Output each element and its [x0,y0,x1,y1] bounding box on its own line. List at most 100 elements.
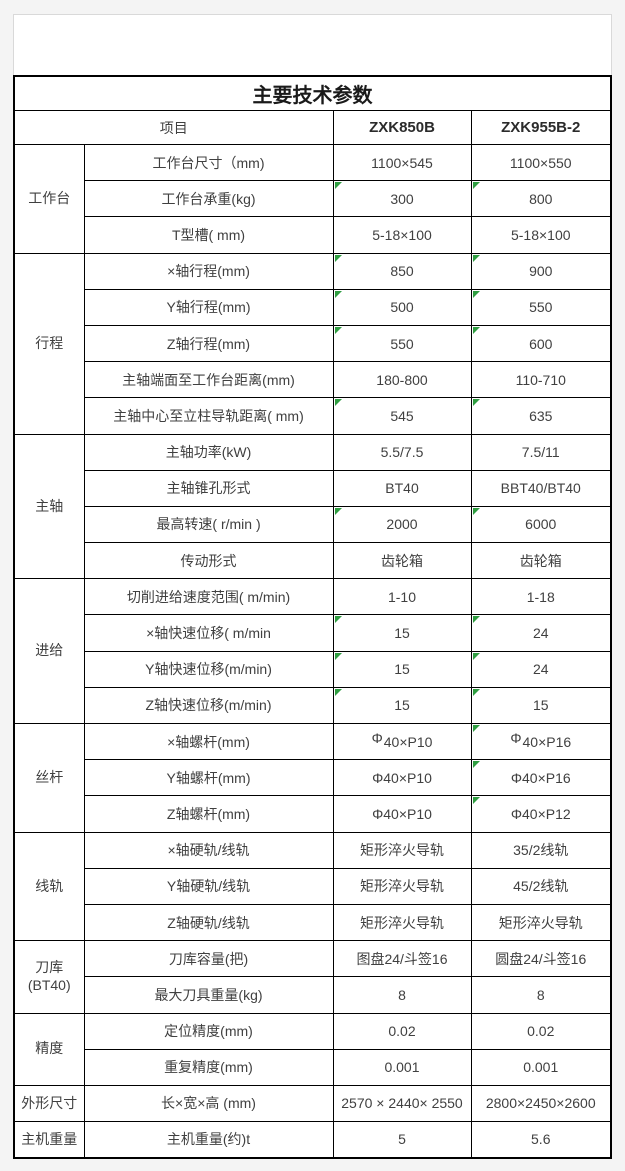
value-cell-zxk850b: 矩形淬火导轨 [332,831,472,869]
table-header-row: 项目 ZXK850B ZXK955B-2 [13,110,612,145]
table-row: 刀库 (BT40) 刀库容量(把) 图盘24/斗签16 圆盘24/斗签16 [13,940,612,1014]
value-cell-zxk850b: 545 [332,397,472,435]
comment-triangle-icon [334,616,342,624]
value-cell-zxk850b: 5.5/7.5 [332,433,472,471]
table-title: 主要技术参数 [13,75,612,111]
value-cell-zxk955b2: Φ40×P12 [470,795,612,833]
table-row: 工作台承重(kg) 300 800 [14,180,612,218]
table-row: 主轴中心至立柱导轨距离( mm) 545 635 [14,397,612,435]
value-cell-zxk850b: 5 [332,1121,472,1159]
table-row: Y轴快速位移(m/min) 15 24 [14,650,612,688]
param-label-cell: ×轴行程(mm) [83,252,334,290]
value-cell-zxk850b: 2570 × 2440× 2550 [332,1084,472,1123]
param-label-cell: 切削进给速度范围( m/min) [83,578,334,616]
table-row: 主轴端面至工作台距离(mm) 180-800 110-710 [14,361,612,399]
table-row: Z轴行程(mm) 550 600 [14,324,612,363]
value-cell-zxk850b: 1-10 [332,578,472,616]
value-cell-zxk955b2: 齿轮箱 [470,542,612,580]
group-cell: 刀库 (BT40) [13,940,85,1014]
param-label-cell: 主轴功率(kW) [83,433,334,471]
value-cell-zxk955b2: Φ40×P16 [470,759,612,797]
value-cell-zxk955b2: 6000 [470,505,612,544]
table-row: 丝杆 ×轴螺杆(mm) Φ40×P10 Φ40×P16 [13,722,612,833]
value-cell-zxk850b: BT40 [332,469,472,507]
value-cell-zxk955b2: 2800×2450×2600 [470,1084,612,1123]
value-cell-zxk955b2: 600 [470,324,612,363]
value-cell-zxk850b: 齿轮箱 [332,542,472,580]
header-item-label: 项目 [13,110,334,145]
value-cell-zxk955b2: BBT40/BT40 [470,469,612,507]
param-label-cell: 最高转速( r/min ) [83,505,334,544]
value-cell-zxk850b: Φ40×P10 [332,759,472,797]
comment-triangle-icon [334,688,342,696]
value-cell-zxk850b: 15 [332,614,472,652]
value-cell-zxk955b2: 7.5/11 [470,433,612,471]
value-cell-zxk850b: 5-18×100 [332,216,472,254]
value-cell-zxk850b: 550 [332,324,472,363]
table-row: T型槽( mm) 5-18×100 5-18×100 [14,216,612,254]
value-cell-zxk955b2: 900 [470,252,612,290]
comment-triangle-icon [334,254,342,262]
param-label-cell: 最大刀具重量(kg) [83,976,334,1014]
param-label-cell: 刀库容量(把) [83,940,334,978]
header-model-zxk850b: ZXK850B [332,110,472,145]
param-label-cell: 主轴端面至工作台距离(mm) [83,361,334,399]
value-cell-zxk955b2: 35/2线轨 [470,831,612,869]
comment-triangle-icon [472,616,480,624]
value-cell-zxk955b2: 24 [470,614,612,652]
value-cell-zxk955b2: 45/2线轨 [470,867,612,905]
value-cell-zxk850b: 0.02 [332,1012,472,1050]
param-label-cell: Z轴螺杆(mm) [83,795,334,833]
table-title-row: 主要技术参数 [13,75,612,111]
table-row: 外形尺寸 长×宽×高 (mm) 2570 × 2440× 2550 2800×2450… [13,1084,612,1123]
table-row: 精度 定位精度(mm) 0.02 0.02 [13,1012,612,1086]
value-cell-zxk955b2: 5.6 [470,1121,612,1159]
value-cell-zxk850b: 2000 [332,505,472,544]
table-row: 工作台 工作台尺寸（mm) 1100×545 1100×550 [13,143,612,254]
comment-triangle-icon [472,326,480,334]
value-cell-zxk955b2: 1-18 [470,578,612,616]
group-cell: 行程 [13,252,85,435]
value-cell-zxk850b: 图盘24/斗签16 [332,940,472,978]
group-cell: 丝杆 [13,723,85,833]
param-label-cell: 传动形式 [83,542,334,580]
table-row: 主轴 主轴功率(kW) 5.5/7.5 7.5/11 [13,433,612,580]
comment-triangle-icon [472,761,480,769]
comment-triangle-icon [472,399,480,407]
param-label-cell: 主机重量(约)t [83,1121,334,1159]
content-panel: 主要技术参数 项目 ZXK850B ZXK955B-2 工作台 工作台尺寸（mm)… [13,14,612,1159]
comment-triangle-icon [472,797,480,805]
comment-triangle-icon [334,399,342,407]
value-cell-zxk955b2: 圆盘24/斗签16 [470,940,612,978]
comment-triangle-icon [472,725,480,732]
group-cell: 主机重量 [13,1121,85,1159]
comment-triangle-icon [472,290,480,298]
param-label-cell: 定位精度(mm) [83,1012,334,1050]
spec-table: 主要技术参数 项目 ZXK850B ZXK955B-2 工作台 工作台尺寸（mm)… [13,75,612,1159]
value-cell-zxk850b: 1100×545 [332,143,472,182]
table-row: 主轴锥孔形式 BT40 BBT40/BT40 [14,469,612,507]
comment-triangle-icon [334,290,342,298]
comment-triangle-icon [334,326,342,334]
param-label-cell: Z轴行程(mm) [83,324,334,363]
param-label-cell: 长×宽×高 (mm) [83,1084,334,1123]
value-cell-zxk850b: 15 [332,686,472,725]
value-cell-zxk955b2: 550 [470,288,612,326]
header-model-zxk955b2: ZXK955B-2 [470,110,612,145]
comment-triangle-icon [472,688,480,696]
comment-triangle-icon [472,507,480,515]
table-row: Z轴螺杆(mm) Φ40×P10 Φ40×P12 [14,795,612,833]
value-cell-zxk955b2: 24 [470,650,612,688]
param-label-cell: ×轴硬轨/线轨 [83,831,334,869]
value-cell-zxk955b2: 5-18×100 [470,216,612,254]
value-cell-zxk955b2: 0.02 [470,1012,612,1050]
phi-symbol: Φ [371,729,383,746]
empty-header-box [13,14,612,75]
param-label-cell: Z轴快速位移(m/min) [83,686,334,725]
param-label-cell: 重复精度(mm) [83,1048,334,1086]
group-cell: 进给 [13,578,85,724]
value-cell-zxk955b2: 1100×550 [470,143,612,182]
value-cell-zxk850b: 180-800 [332,361,472,399]
value-cell-zxk955b2: 15 [470,686,612,725]
value-cell-zxk955b2: 8 [470,976,612,1014]
